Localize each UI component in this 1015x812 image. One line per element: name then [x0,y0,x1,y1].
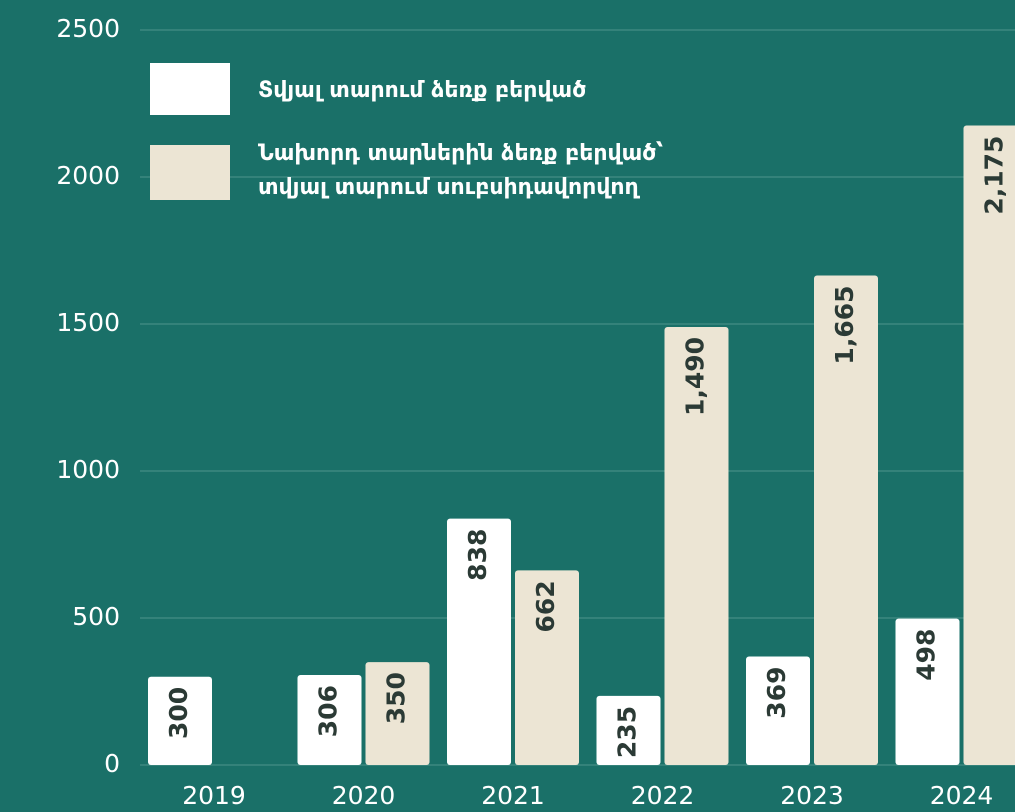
x-tick-label: 2021 [481,781,545,810]
bar [447,518,511,765]
bar [596,695,661,765]
value-label: 662 [531,580,560,632]
bar [148,676,212,765]
y-tick-label: 1500 [56,308,120,337]
x-tick-label: 2024 [930,781,994,810]
value-label: 1,665 [830,285,859,364]
x-tick-label: 2022 [631,781,695,810]
value-label: 306 [314,685,343,737]
value-label: 300 [164,687,193,739]
value-label: 350 [382,672,411,724]
value-label: 1,490 [681,337,710,416]
y-tick-label: 2000 [56,161,120,190]
y-tick-label: 500 [72,602,120,631]
bar [515,570,579,765]
value-label: 235 [613,706,642,758]
legend-swatch [150,63,230,115]
value-label: 369 [762,667,791,719]
x-tick-label: 2020 [332,781,396,810]
legend-label: Տվյալ տարում ձեռք բերված [258,78,586,103]
bar [746,656,810,765]
y-tick-label: 0 [104,749,120,778]
legend-swatch [150,145,230,200]
x-tick-label: 2019 [182,781,246,810]
bar [895,618,960,765]
legend-label: Նախորդ տարներին ձեռք բերված՝ տվյալ տարում… [258,141,663,200]
y-tick-label: 2500 [56,14,120,43]
bar [814,275,878,765]
value-label: 838 [463,529,492,581]
bar [664,326,729,765]
bar [365,662,430,765]
x-tick-label: 2023 [780,781,844,810]
value-label: 2,175 [980,136,1009,215]
bar [963,125,1015,765]
y-tick-label: 1000 [56,455,120,484]
value-label: 498 [912,629,941,681]
bar [297,675,362,765]
